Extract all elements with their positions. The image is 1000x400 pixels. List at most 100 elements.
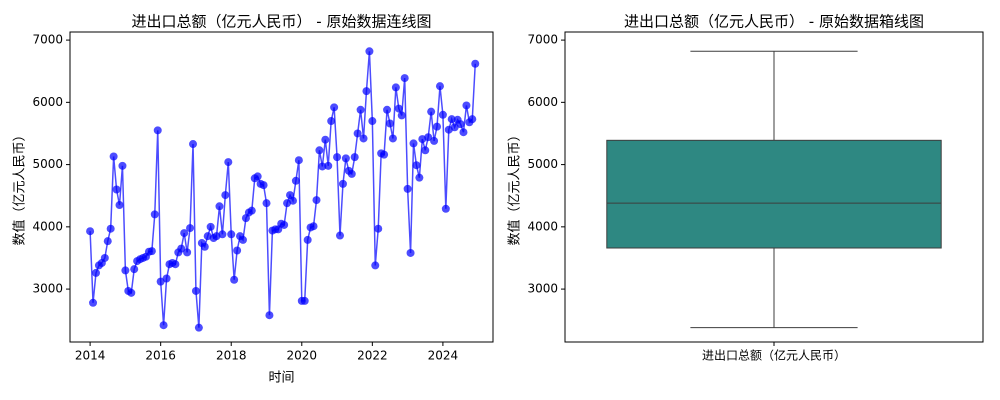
data-point [291,176,300,185]
data-point [438,110,447,119]
x-tick-label: 2018 [216,349,247,363]
data-point [327,117,336,126]
data-point [300,296,309,305]
data-point [335,231,344,240]
data-point [156,277,165,286]
data-point [92,268,101,277]
data-point [118,161,127,170]
data-point [86,227,95,236]
data-point [159,321,168,330]
data-point [318,162,327,171]
data-point [350,153,359,162]
data-point [347,169,356,178]
data-point [447,115,456,124]
data-point [409,139,418,148]
data-point [89,298,98,307]
data-point [385,119,394,128]
data-point [353,129,362,138]
y-tick-label: 7000 [527,33,558,47]
y-tick-label: 3000 [527,282,558,296]
data-point [180,229,189,238]
data-point [435,82,444,91]
data-point [194,323,203,332]
data-point [189,140,198,149]
x-tick-label: 2016 [145,349,176,363]
data-point [380,150,389,159]
x-axis-label: 时间 [268,371,294,386]
data-point [365,47,374,56]
data-point [391,83,400,92]
data-point [388,134,397,143]
data-point [103,237,112,246]
data-point [200,242,209,251]
data-point [206,222,215,231]
data-point [265,311,274,320]
data-point [312,196,321,205]
y-axis-label: 数值（亿元人民币） [12,128,28,245]
data-point [359,134,368,143]
y-tick-label: 4000 [32,219,63,233]
chart-title: 进出口总额（亿元人民币） - 原始数据连线图 [132,13,432,31]
data-point [100,253,109,262]
y-tick-label: 6000 [32,95,63,109]
x-tick-label: 2024 [428,349,459,363]
data-point [356,105,365,114]
data-point [412,161,421,170]
data-point [150,210,159,219]
data-point [112,185,121,194]
y-tick-label: 3000 [32,282,63,296]
data-point [280,220,289,229]
data-point [397,111,406,120]
data-point [450,123,459,132]
data-point [247,206,256,215]
data-point [115,201,124,210]
data-point [191,286,200,295]
data-point [383,105,392,114]
data-point [186,224,195,233]
data-point [147,247,156,256]
y-tick-label: 4000 [527,219,558,233]
y-tick-label: 7000 [32,33,63,47]
data-point [462,101,471,110]
chart-title: 进出口总额（亿元人民币） - 原始数据箱线图 [624,13,924,31]
data-point [288,196,297,205]
data-point [424,133,433,142]
data-point [433,122,442,131]
data-point [333,153,342,162]
data-point [162,274,171,283]
box [606,139,942,249]
x-tick-label: 2022 [357,349,388,363]
plot-frame [69,31,494,343]
data-point [415,173,424,182]
data-point [259,181,268,190]
data-point [321,135,330,144]
data-point [130,265,139,274]
data-point [262,199,271,208]
data-point [456,120,465,129]
data-line [89,51,477,328]
data-point [177,244,186,253]
data-point [109,152,118,161]
data-point [153,126,162,135]
data-point [421,146,430,155]
data-point [468,115,477,124]
data-point [338,179,347,188]
x-tick-label: 进出口总额（亿元人民币） [702,348,846,363]
data-point [430,136,439,145]
data-point [315,146,324,155]
data-point [224,158,233,167]
x-tick-label: 2020 [287,349,318,363]
data-point [238,235,247,244]
data-point [362,87,371,96]
data-point [394,104,403,113]
y-tick-label: 5000 [527,157,558,171]
data-point [253,172,262,181]
data-point [341,154,350,163]
data-point [218,230,227,239]
plot-frame [564,31,984,343]
y-axis-label: 数值（亿元人民币） [507,128,523,245]
data-point [230,275,239,284]
data-point [215,202,224,211]
data-point [233,246,242,255]
